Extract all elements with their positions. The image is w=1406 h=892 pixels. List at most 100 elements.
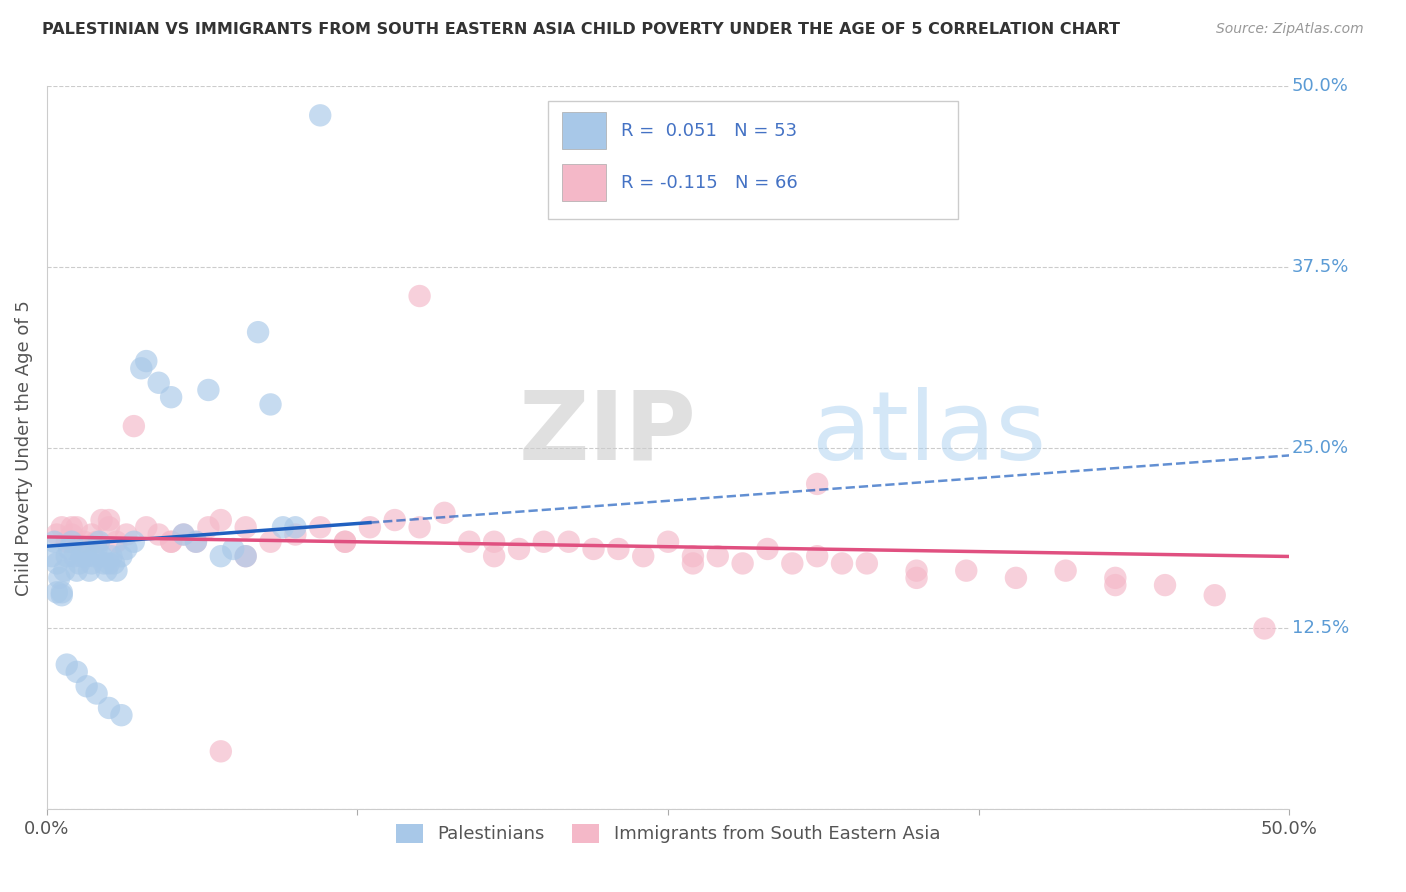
Point [482, 549, 505, 564]
Point [284, 527, 307, 541]
Point [209, 513, 232, 527]
Point [66, 520, 89, 534]
Text: 25.0%: 25.0% [1292, 439, 1348, 457]
Point [115, 527, 138, 541]
Point [73, 541, 96, 556]
Point [60, 534, 83, 549]
Text: Source: ZipAtlas.com: Source: ZipAtlas.com [1216, 22, 1364, 37]
Point [184, 534, 207, 549]
Point [122, 419, 145, 434]
Point [359, 520, 381, 534]
Point [160, 534, 183, 549]
Point [63, 549, 86, 564]
Point [86, 686, 108, 700]
Point [110, 549, 132, 564]
Point [45, 527, 67, 541]
Point [45, 557, 67, 571]
Text: atlas: atlas [811, 387, 1046, 480]
Point [105, 564, 128, 578]
Text: ZIP: ZIP [519, 387, 697, 480]
Point [384, 513, 406, 527]
Point [433, 506, 456, 520]
Point [831, 557, 853, 571]
Text: 50.0%: 50.0% [1292, 78, 1348, 95]
Y-axis label: Child Poverty Under the Age of 5: Child Poverty Under the Age of 5 [15, 300, 32, 596]
Point [135, 520, 157, 534]
Point [955, 564, 977, 578]
Point [284, 520, 307, 534]
Text: R = -0.115   N = 66: R = -0.115 N = 66 [621, 174, 797, 192]
Point [86, 534, 108, 549]
Point [173, 527, 195, 541]
Text: 37.5%: 37.5% [1292, 258, 1350, 277]
Point [51, 520, 73, 534]
Point [55, 549, 77, 564]
Point [160, 390, 183, 404]
Point [131, 361, 153, 376]
Point [122, 534, 145, 549]
Point [235, 520, 257, 534]
Point [60, 520, 83, 534]
Point [90, 549, 112, 564]
Point [482, 534, 505, 549]
Point [80, 527, 103, 541]
Point [1154, 578, 1177, 592]
Point [408, 520, 430, 534]
Point [44, 534, 66, 549]
Point [582, 541, 605, 556]
Point [408, 289, 430, 303]
Point [98, 520, 121, 534]
Point [103, 557, 125, 571]
Point [105, 534, 128, 549]
Point [309, 520, 332, 534]
Point [148, 376, 170, 390]
Point [98, 513, 121, 527]
Point [905, 564, 928, 578]
Point [905, 571, 928, 585]
Point [55, 657, 77, 672]
Point [631, 549, 654, 564]
Point [1253, 622, 1275, 636]
Point [1104, 571, 1126, 585]
Point [55, 534, 77, 549]
Point [148, 527, 170, 541]
Point [756, 541, 779, 556]
Point [83, 549, 105, 564]
Point [51, 585, 73, 599]
Point [806, 477, 828, 491]
Point [98, 701, 121, 715]
Point [58, 541, 80, 556]
Point [87, 534, 110, 549]
Point [557, 534, 579, 549]
Point [67, 557, 90, 571]
Point [508, 541, 530, 556]
Point [73, 534, 96, 549]
Point [533, 534, 555, 549]
Point [458, 534, 481, 549]
Point [731, 557, 754, 571]
FancyBboxPatch shape [547, 101, 957, 219]
Point [657, 534, 679, 549]
Point [271, 520, 294, 534]
Point [333, 534, 356, 549]
Point [160, 534, 183, 549]
Point [53, 564, 76, 578]
Point [66, 564, 89, 578]
Point [110, 708, 132, 723]
Point [259, 534, 281, 549]
Point [1204, 588, 1226, 602]
Point [782, 557, 804, 571]
Point [707, 549, 730, 564]
Point [856, 557, 879, 571]
Point [197, 383, 219, 397]
Point [135, 354, 157, 368]
Point [48, 571, 70, 585]
Point [259, 397, 281, 411]
Text: 12.5%: 12.5% [1292, 619, 1348, 638]
Point [235, 549, 257, 564]
Point [76, 549, 98, 564]
Point [45, 585, 67, 599]
Point [1054, 564, 1077, 578]
Point [197, 520, 219, 534]
Point [1104, 578, 1126, 592]
